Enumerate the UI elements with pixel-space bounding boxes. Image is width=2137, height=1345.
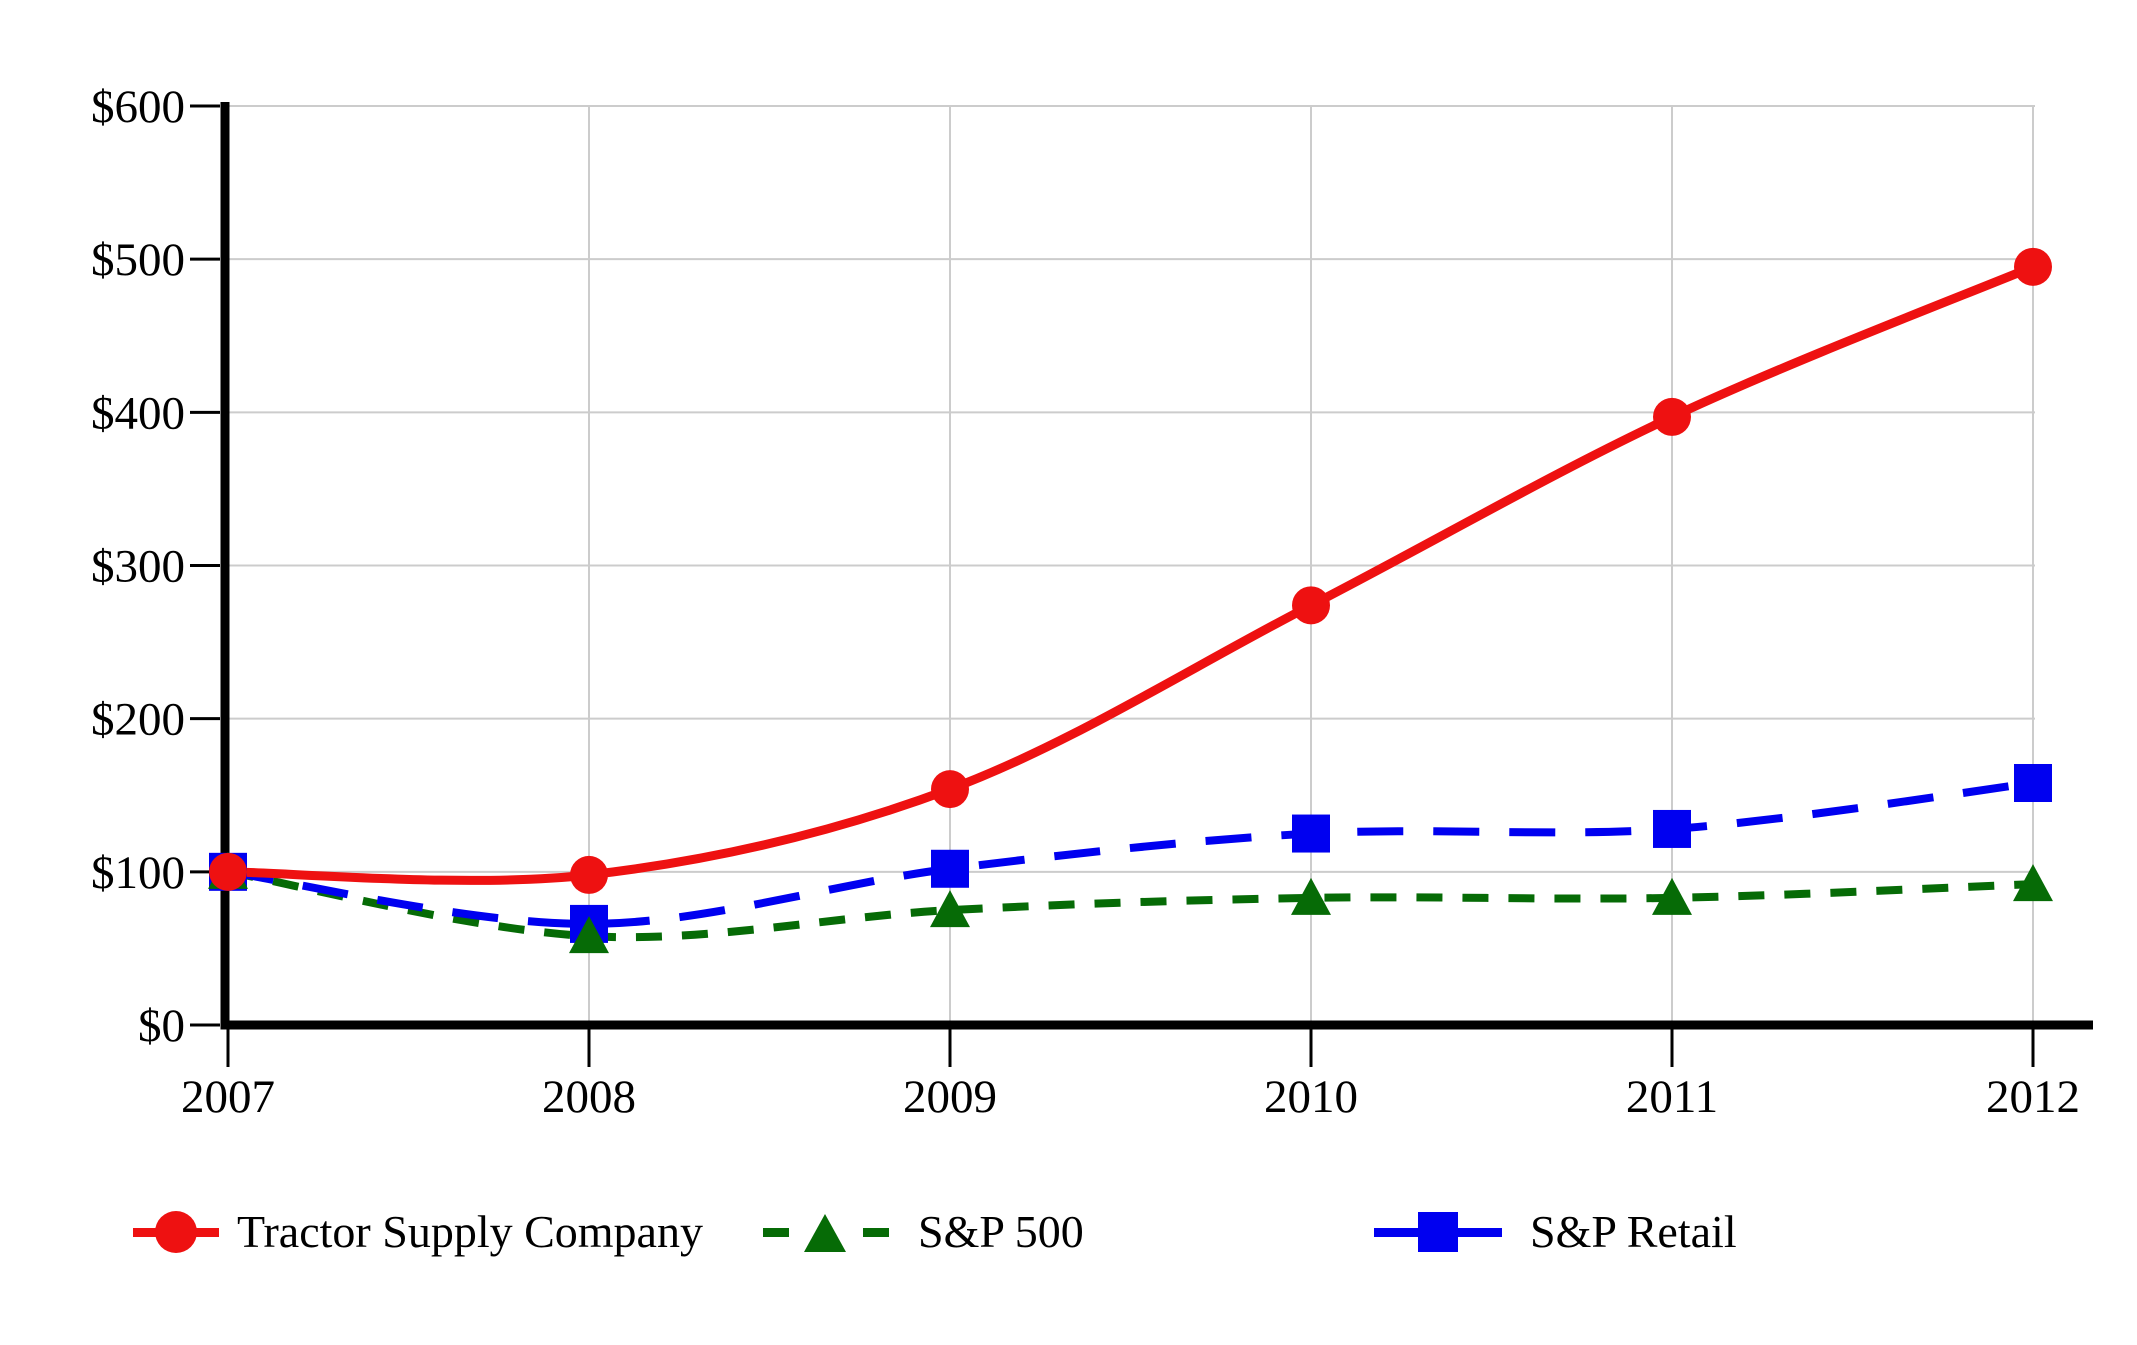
legend-label-sp-retail: S&P Retail xyxy=(1530,1206,1737,1257)
red-circle-icon xyxy=(155,1211,197,1253)
y-tick-label: $100 xyxy=(91,847,185,899)
x-tick-label: 2012 xyxy=(1986,1071,2080,1123)
x-tick-label: 2010 xyxy=(1264,1071,1358,1123)
gridlines xyxy=(229,105,2035,1023)
y-tick-label: $400 xyxy=(91,387,185,439)
y-tick-label: $0 xyxy=(138,1000,185,1052)
green-dash-swatch xyxy=(763,1228,789,1237)
triangle-marker-s-p-500 xyxy=(930,890,970,928)
x-tick-label: 2009 xyxy=(903,1071,997,1123)
y-axis-labels: $0 $100 $200 $300 $400 $500 $600 xyxy=(91,81,185,1052)
circle-marker-tractor-supply-company xyxy=(1292,586,1330,625)
x-axis-labels: 2007 2008 2009 2010 2011 2012 xyxy=(181,1071,2080,1123)
chart-legend: Tractor Supply Company S&P 500 S&P Retai… xyxy=(0,1196,2137,1268)
red-circle-series-marker xyxy=(133,1210,219,1254)
square-marker-s-p-retail xyxy=(2014,763,2052,802)
circle-marker-tractor-supply-company xyxy=(209,852,247,891)
x-tick-label: 2011 xyxy=(1626,1071,1718,1123)
circle-marker-tractor-supply-company xyxy=(1653,397,1691,436)
legend-item-tractor-supply-company: Tractor Supply Company xyxy=(133,1196,703,1268)
legend-item-sp500: S&P 500 xyxy=(763,1196,1084,1268)
square-marker-s-p-retail xyxy=(931,849,969,888)
legend-label-tractor-supply-company: Tractor Supply Company xyxy=(237,1206,703,1257)
square-marker-s-p-retail xyxy=(1292,814,1330,853)
triangle-marker-s-p-500 xyxy=(1652,877,1692,915)
circle-marker-tractor-supply-company xyxy=(570,855,608,894)
series-lines xyxy=(227,262,2035,942)
x-tick-label: 2007 xyxy=(181,1071,275,1123)
y-tick-label: $200 xyxy=(91,694,185,746)
circle-marker-tractor-supply-company xyxy=(931,770,969,809)
y-tick-label: $600 xyxy=(91,81,185,133)
triangle-marker-s-p-500 xyxy=(569,916,609,954)
series-line-s-p-retail xyxy=(227,779,2034,928)
x-tick-label: 2008 xyxy=(542,1071,636,1123)
green-triangle-icon xyxy=(804,1214,846,1252)
green-triangle-series-marker xyxy=(763,1210,889,1254)
triangle-marker-s-p-500 xyxy=(2013,864,2053,902)
y-tick-label: $300 xyxy=(91,541,185,593)
series-markers xyxy=(208,247,2053,954)
blue-square-icon xyxy=(1418,1212,1458,1252)
y-tick-label: $500 xyxy=(91,234,185,286)
legend-item-sp-retail: S&P Retail xyxy=(1374,1196,1737,1268)
series-line-tractor-supply-company xyxy=(227,262,2035,885)
circle-marker-tractor-supply-company xyxy=(2014,247,2052,286)
square-marker-s-p-retail xyxy=(1653,809,1691,848)
legend-label-sp500: S&P 500 xyxy=(918,1206,1084,1257)
triangle-marker-s-p-500 xyxy=(1291,877,1331,915)
green-dash-swatch xyxy=(863,1228,889,1237)
blue-square-series-marker xyxy=(1374,1210,1502,1254)
